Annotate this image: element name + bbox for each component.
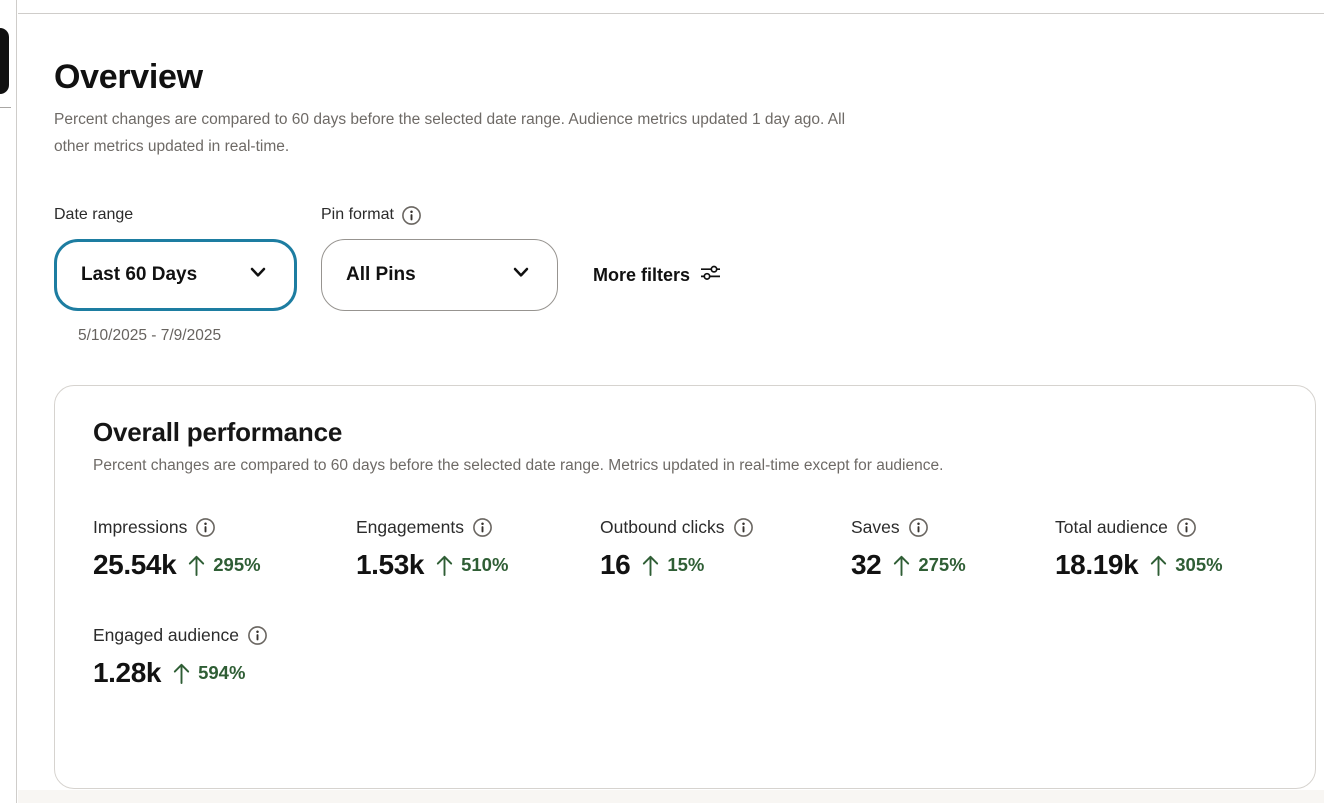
metric-value-row: 16 15% xyxy=(600,549,851,581)
page-title: Overview xyxy=(54,58,203,96)
metric-value: 25.54k xyxy=(93,549,177,580)
metric-change-percent: 510% xyxy=(461,554,509,575)
card-subtitle: Percent changes are compared to 60 days … xyxy=(93,457,944,474)
filters-row: Date range Last 60 Days 5/10/2025 - 7/9/… xyxy=(54,205,1324,345)
date-range-dates: 5/10/2025 - 7/9/2025 xyxy=(78,327,222,344)
arrow-up-icon xyxy=(187,554,206,577)
metric-label: Outbound clicks xyxy=(600,517,725,537)
arrow-up-icon xyxy=(641,554,660,577)
sidebar-strip xyxy=(0,0,17,803)
info-icon[interactable] xyxy=(733,517,754,538)
metric-label-row: Engagements xyxy=(356,517,600,538)
metric-value: 16 xyxy=(600,549,631,580)
metric-value-row: 32 275% xyxy=(851,549,1055,581)
arrow-up-icon xyxy=(435,554,454,577)
metric-value-row: 1.53k 510% xyxy=(356,549,600,581)
metric-item: Outbound clicks 16 15% xyxy=(600,517,851,581)
metric-change-percent: 15% xyxy=(667,554,705,575)
metric-label: Impressions xyxy=(93,517,188,537)
metric-change-percent: 275% xyxy=(918,554,966,575)
metric-label: Saves xyxy=(851,517,900,537)
card-title: Overall performance xyxy=(93,417,343,447)
date-range-label: Date range xyxy=(54,205,297,225)
date-range-label-text: Date range xyxy=(54,206,134,223)
header-divider xyxy=(18,13,1324,14)
metric-item: Engaged audience 1.28k 594% xyxy=(93,625,356,689)
arrow-up-icon xyxy=(892,554,911,577)
pin-format-label-text: Pin format xyxy=(321,206,394,223)
metric-value-row: 25.54k 295% xyxy=(93,549,356,581)
metric-value: 1.28k xyxy=(93,657,162,688)
date-range-selected-value: Last 60 Days xyxy=(81,264,198,285)
info-icon[interactable] xyxy=(401,205,422,226)
info-icon[interactable] xyxy=(908,517,929,538)
metric-value: 1.53k xyxy=(356,549,425,580)
date-range-dropdown[interactable]: Last 60 Days xyxy=(54,239,297,311)
page-bottom-strip xyxy=(18,790,1324,803)
metrics-grid: Impressions 25.54k 295% Engagements 1.53… xyxy=(93,517,1315,689)
metric-item: Impressions 25.54k 295% xyxy=(93,517,356,581)
metric-label-row: Total audience xyxy=(1055,517,1315,538)
chevron-down-icon xyxy=(248,262,268,288)
metric-value-row: 18.19k 305% xyxy=(1055,549,1315,581)
metric-change-percent: 305% xyxy=(1175,554,1223,575)
metric-item: Total audience 18.19k 305% xyxy=(1055,517,1315,581)
analytics-overview-page: Overview Percent changes are compared to… xyxy=(18,14,1324,803)
metric-label: Total audience xyxy=(1055,517,1168,537)
more-filters-button[interactable]: More filters xyxy=(593,264,722,287)
metric-label-row: Saves xyxy=(851,517,1055,538)
overall-performance-card: Overall performance Percent changes are … xyxy=(54,385,1316,789)
sliders-icon xyxy=(699,264,722,287)
metric-value: 18.19k xyxy=(1055,549,1139,580)
arrow-up-icon xyxy=(172,662,191,685)
info-icon[interactable] xyxy=(1176,517,1197,538)
pin-format-selected-value: All Pins xyxy=(346,264,416,285)
metric-item: Engagements 1.53k 510% xyxy=(356,517,600,581)
metric-value-row: 1.28k 594% xyxy=(93,657,356,689)
pin-format-label: Pin format xyxy=(321,205,558,225)
sidebar-divider xyxy=(0,107,11,108)
info-icon[interactable] xyxy=(195,517,216,538)
metric-label-row: Engaged audience xyxy=(93,625,356,646)
chevron-down-icon xyxy=(511,262,531,288)
more-filters-label: More filters xyxy=(593,265,691,285)
metric-label-row: Impressions xyxy=(93,517,356,538)
metric-value: 32 xyxy=(851,549,882,580)
sidebar-logo-fragment xyxy=(0,28,9,94)
arrow-up-icon xyxy=(1149,554,1168,577)
metric-change-percent: 594% xyxy=(198,662,246,683)
pin-format-dropdown[interactable]: All Pins xyxy=(321,239,558,311)
metric-label: Engaged audience xyxy=(93,625,239,645)
info-icon[interactable] xyxy=(472,517,493,538)
metric-label: Engagements xyxy=(356,517,464,537)
metric-change-percent: 295% xyxy=(213,554,261,575)
info-icon[interactable] xyxy=(247,625,268,646)
pin-format-filter: Pin format All Pins xyxy=(321,205,558,311)
date-range-filter: Date range Last 60 Days 5/10/2025 - 7/9/… xyxy=(54,205,297,345)
page-subtitle: Percent changes are compared to 60 days … xyxy=(54,111,846,155)
metric-item: Saves 32 275% xyxy=(851,517,1055,581)
metric-label-row: Outbound clicks xyxy=(600,517,851,538)
